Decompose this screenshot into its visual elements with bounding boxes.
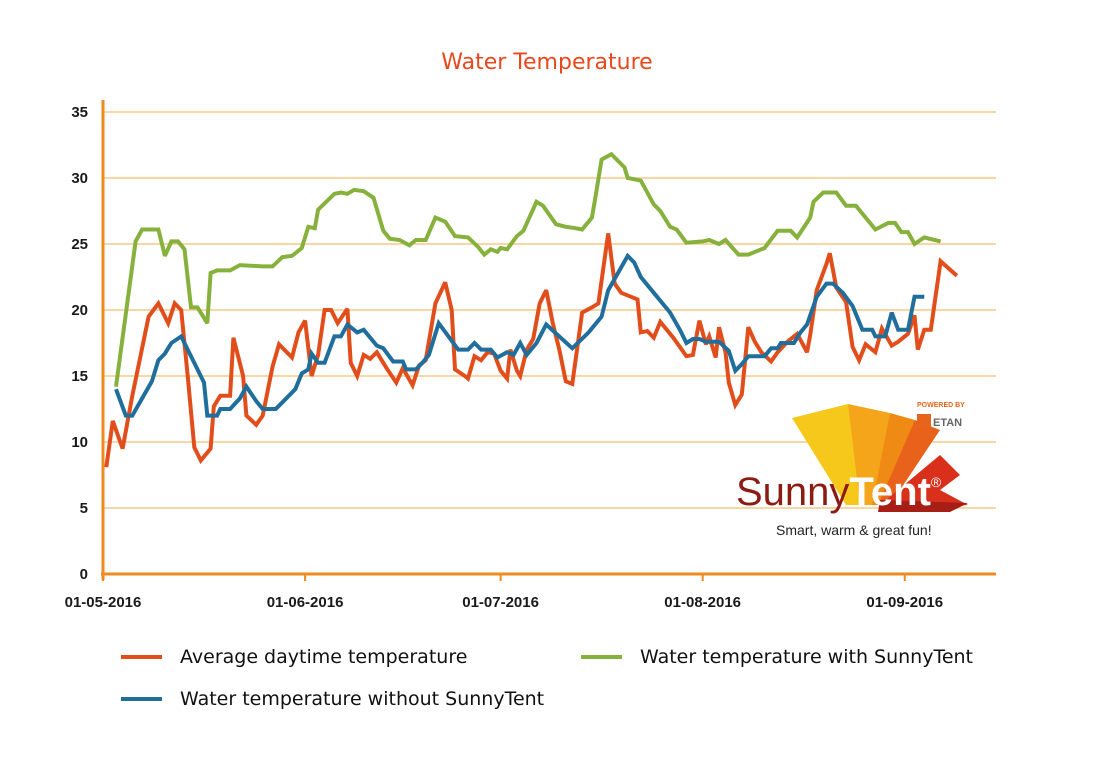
series-lines (104, 151, 959, 468)
y-tick-label: 35 (71, 104, 88, 121)
x-tick-label: 01-08-2016 (664, 594, 741, 611)
logo-registered: ® (931, 474, 942, 490)
logo-ray-6 (878, 500, 968, 512)
logo-brand-sunny: Sunny (736, 470, 849, 514)
legend-label-with-sunnytent: Water temperature with SunnyTent (640, 646, 973, 668)
y-tick-label: 10 (71, 434, 88, 451)
etan-icon (917, 414, 931, 428)
x-tick-label: 01-05-2016 (65, 594, 142, 611)
powered-by-label: POWERED BY (917, 402, 965, 409)
y-axis-ticks: 0 5 10 15 20 25 30 35 (71, 104, 88, 583)
x-axis-ticks: 01-05-2016 01-06-2016 01-07-2016 01-08-2016… (65, 574, 943, 611)
x-tick-label: 01-07-2016 (462, 594, 539, 611)
logo-tagline: Smart, warm & great fun! (776, 522, 932, 538)
sunnytent-logo: SunnyTent® Smart, warm & great fun! POWE… (736, 402, 968, 538)
etan-label: ETAN (933, 417, 962, 429)
logo-ray-4 (878, 420, 940, 505)
gridlines (103, 111, 996, 509)
y-tick-label: 30 (71, 170, 88, 187)
legend: Average daytime temperature Water temper… (121, 646, 973, 710)
chart-title: Water Temperature (441, 50, 652, 75)
legend-item-with-sunnytent[interactable]: Water temperature with SunnyTent (581, 646, 973, 668)
series-line-average-daytime-temperature (104, 233, 959, 468)
logo-brand-tent: Tent (849, 470, 930, 514)
x-tick-label: 01-06-2016 (267, 594, 344, 611)
y-tick-label: 25 (71, 236, 88, 253)
y-tick-label: 15 (71, 368, 88, 385)
logo-ray-5 (880, 455, 968, 510)
legend-item-average-daytime[interactable]: Average daytime temperature (121, 646, 467, 668)
series-line-water-temperature-without-sunnytent (114, 252, 925, 418)
legend-label-average-daytime: Average daytime temperature (180, 646, 467, 668)
legend-item-without-sunnytent[interactable]: Water temperature without SunnyTent (121, 688, 544, 710)
logo-brand: SunnyTent® (736, 470, 942, 514)
legend-label-without-sunnytent: Water temperature without SunnyTent (180, 688, 544, 710)
logo-ray-1 (792, 404, 878, 505)
series-line-water-temperature-with-sunnytent (114, 151, 942, 387)
y-tick-label: 20 (71, 302, 88, 319)
y-tick-label: 0 (80, 566, 88, 583)
x-tick-label: 01-09-2016 (866, 594, 943, 611)
logo-ray-3 (872, 413, 915, 505)
y-tick-label: 5 (80, 500, 88, 517)
